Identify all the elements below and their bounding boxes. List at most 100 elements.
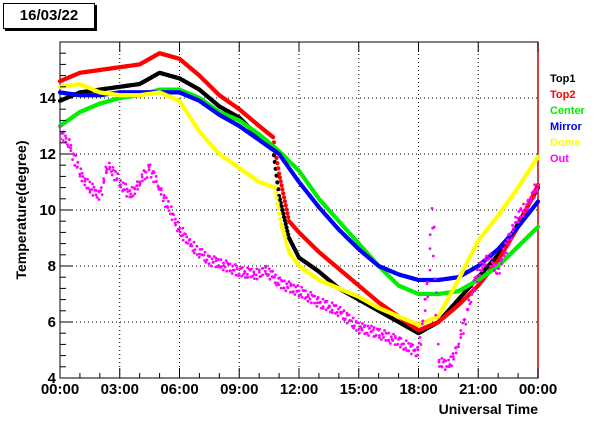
data-point-out (105, 167, 109, 171)
data-point-out (324, 308, 328, 312)
data-point-out (316, 295, 320, 299)
data-point-out (88, 180, 92, 184)
data-point-out (459, 332, 463, 336)
data-point-out (69, 143, 73, 147)
data-point-out (191, 249, 195, 253)
data-point-out (404, 339, 408, 343)
data-point-out (330, 311, 334, 315)
data-point-top1 (277, 197, 283, 202)
data-point-out (437, 358, 441, 362)
data-point-out (214, 259, 218, 262)
data-point-out (129, 192, 133, 196)
data-point-out (121, 181, 125, 185)
data-point-out (219, 265, 223, 269)
data-point-out (464, 322, 468, 326)
data-point-out (423, 309, 427, 313)
data-point-out (76, 160, 80, 164)
data-point-out (228, 269, 232, 273)
data-point-out (399, 345, 402, 349)
data-point-out (148, 163, 152, 167)
data-point-out (413, 348, 417, 352)
data-point-out (241, 266, 244, 269)
data-point-out (181, 226, 185, 230)
data-point-out (381, 333, 385, 336)
data-point-out (504, 241, 507, 245)
data-point-out (119, 185, 123, 189)
data-point-out (226, 261, 229, 265)
data-point-out (432, 225, 436, 229)
data-point-out (426, 280, 429, 284)
data-point-out (357, 321, 361, 325)
data-point-out (181, 234, 185, 237)
data-point-out (510, 237, 513, 241)
data-point-out (518, 215, 522, 219)
data-point-top2 (271, 135, 276, 140)
data-point-out (273, 275, 276, 279)
data-point-top2 (278, 179, 283, 184)
data-point-out (535, 187, 539, 191)
data-point-out (102, 177, 106, 181)
data-point-out (59, 137, 63, 141)
data-point-out (420, 322, 424, 326)
data-point-out (529, 199, 533, 203)
data-point-out (501, 247, 505, 251)
data-point-out (388, 342, 392, 345)
data-point-out (282, 286, 286, 290)
data-point-out (231, 264, 235, 268)
data-point-out (321, 297, 325, 301)
data-point-out (378, 334, 381, 337)
data-point-out (497, 267, 501, 270)
data-point-out (535, 189, 539, 193)
data-point-out (336, 314, 340, 318)
data-point-out (195, 244, 199, 248)
data-point-out (338, 305, 342, 309)
data-point-out (138, 184, 141, 187)
data-point-out (424, 297, 427, 301)
data-point-out (185, 235, 189, 239)
data-point-top1 (282, 218, 287, 223)
data-point-out (407, 349, 410, 353)
data-point-out (409, 352, 413, 356)
data-point-out (221, 268, 225, 272)
data-point-out (456, 345, 460, 348)
data-point-top2 (279, 183, 284, 188)
data-point-out (204, 261, 208, 264)
data-point-out (115, 177, 119, 180)
data-point-top2 (280, 187, 285, 192)
data-point-out (528, 201, 532, 205)
data-point-out (116, 172, 120, 176)
data-point-out (452, 357, 456, 361)
data-point-out (343, 318, 346, 322)
data-point-out (261, 266, 265, 270)
x-tick-label: 06:00 (160, 381, 198, 398)
data-point-out (247, 267, 251, 271)
data-point-out (104, 165, 108, 169)
data-point-out (285, 282, 289, 286)
data-point-out (216, 258, 220, 261)
data-point-out (442, 360, 445, 364)
data-point-out (289, 282, 293, 286)
data-point-out (183, 232, 186, 236)
data-point-out (280, 278, 283, 282)
data-point-out (505, 251, 508, 255)
data-point-out (357, 327, 361, 331)
data-point-dome (535, 154, 541, 159)
data-point-out (301, 289, 305, 292)
x-tick-label: 00:00 (41, 381, 79, 398)
data-point-out (278, 276, 282, 280)
data-point-out (337, 307, 340, 311)
data-point-out (192, 240, 196, 244)
data-point-top1 (284, 225, 289, 230)
data-point-top2 (281, 191, 286, 196)
data-point-out (102, 181, 106, 184)
data-point-out (478, 273, 482, 277)
data-point-out (136, 187, 140, 191)
data-point-out (389, 335, 393, 339)
data-point-out (178, 230, 182, 234)
data-point-top1 (276, 187, 281, 192)
data-point-out (304, 289, 307, 293)
data-point-out (284, 289, 288, 293)
data-point-out (310, 293, 314, 297)
data-point-out (416, 353, 420, 357)
data-point-out (306, 295, 310, 299)
